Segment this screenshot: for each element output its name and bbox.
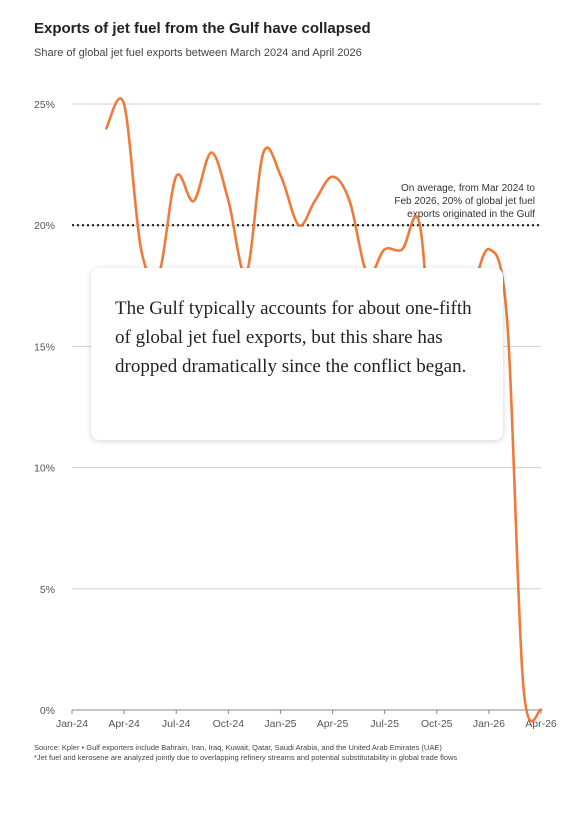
- y-tick-label: 5%: [40, 584, 55, 596]
- x-tick-label: Jan-26: [473, 718, 505, 730]
- y-tick-label: 15%: [34, 341, 55, 353]
- x-tick-label: Jan-24: [56, 718, 88, 730]
- average-annotation: Feb 2026, 20% of global jet fuel: [394, 196, 535, 207]
- x-tick-label: Jul-24: [162, 718, 191, 730]
- source-line: Source: Kpler • Gulf exporters include B…: [34, 743, 442, 752]
- average-annotation: exports originated in the Gulf: [407, 209, 535, 220]
- x-tick-label: Jan-25: [264, 718, 296, 730]
- y-tick-label: 10%: [34, 463, 55, 475]
- x-tick-label: Apr-24: [108, 718, 140, 730]
- x-tick-label: Jul-25: [370, 718, 399, 730]
- callout-box: The Gulf typically accounts for about on…: [91, 268, 503, 440]
- x-tick-label: Oct-25: [421, 718, 453, 730]
- average-annotation: On average, from Mar 2024 to: [401, 183, 535, 194]
- chart-title: Exports of jet fuel from the Gulf have c…: [34, 20, 371, 37]
- source-notes: Source: Kpler • Gulf exporters include B…: [34, 743, 564, 763]
- y-tick-label: 0%: [40, 705, 55, 717]
- footnote-line: *Jet fuel and kerosene are analyzed join…: [34, 753, 458, 762]
- line-chart: 0% 5% 10% 15% 20% 25% Jan-24 Apr-24 Jul-24 Oct-24…: [34, 97, 557, 730]
- chart-subtitle: Share of global jet fuel exports between…: [34, 47, 362, 59]
- y-tick-label: 20%: [34, 220, 55, 232]
- series-line: [105, 97, 543, 723]
- callout-text: The Gulf typically accounts for about on…: [115, 298, 472, 377]
- x-tick-label: Oct-24: [213, 718, 245, 730]
- y-tick-label: 25%: [34, 99, 55, 111]
- x-tick-label: Apr-25: [317, 718, 349, 730]
